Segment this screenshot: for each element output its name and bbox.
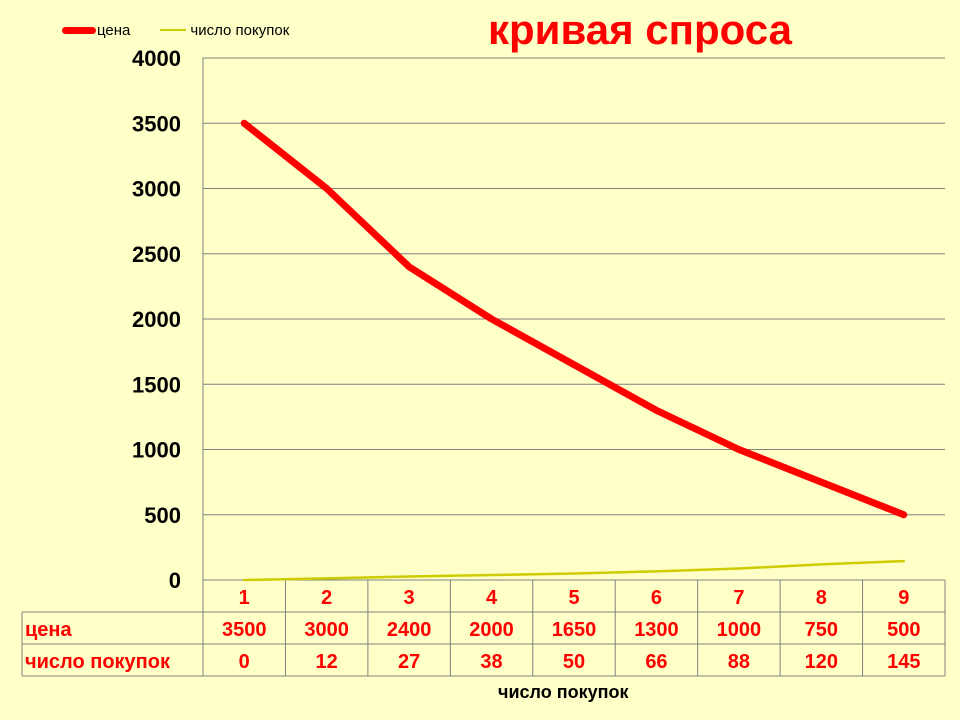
- data-label: 120: [805, 651, 838, 673]
- data-label: 38: [480, 651, 502, 673]
- x-tick-label: 5: [568, 587, 579, 609]
- x-axis-title: число покупок: [498, 682, 629, 702]
- x-tick-label: 2: [321, 587, 332, 609]
- table-row-label: число покупок: [25, 651, 171, 673]
- y-tick-label: 0: [169, 568, 181, 593]
- y-tick-label: 500: [144, 503, 181, 528]
- data-label: 2400: [387, 619, 432, 641]
- chart-title: кривая спроса: [488, 6, 793, 53]
- legend-swatch-price: [62, 26, 96, 34]
- data-label: 0: [239, 651, 250, 673]
- x-tick-label: 7: [733, 587, 744, 609]
- legend-item-count: число покупок: [160, 22, 289, 39]
- y-tick-label: 1000: [132, 438, 181, 463]
- data-label: 50: [563, 651, 585, 673]
- x-tick-label: 8: [816, 587, 827, 609]
- table-row-label: цена: [25, 619, 72, 641]
- x-tick-label: 9: [898, 587, 909, 609]
- legend-swatch-count: [160, 29, 187, 31]
- data-label: 66: [645, 651, 667, 673]
- legend-label-price: цена: [97, 21, 131, 39]
- y-tick-label: 3500: [132, 111, 181, 136]
- data-label: 145: [887, 651, 920, 673]
- legend: цена число покупок: [62, 20, 319, 40]
- data-label: 500: [887, 619, 920, 641]
- x-tick-label: 1: [239, 587, 250, 609]
- data-label: 1000: [717, 619, 762, 641]
- series-line-count: [242, 559, 906, 582]
- data-label: 1650: [552, 619, 597, 641]
- data-label: 12: [316, 651, 338, 673]
- legend-label-count: число покупок: [190, 21, 290, 39]
- y-tick-label: 3000: [132, 177, 181, 202]
- data-label: 1300: [634, 619, 679, 641]
- legend-item-price: цена: [62, 22, 130, 39]
- data-label: 2000: [469, 619, 514, 641]
- data-label: 750: [805, 619, 838, 641]
- y-tick-label: 2000: [132, 307, 181, 332]
- data-label: 3000: [304, 619, 349, 641]
- y-tick-label: 2500: [132, 242, 181, 267]
- x-tick-label: 3: [404, 587, 415, 609]
- series-line-price: [240, 119, 908, 519]
- y-tick-label: 4000: [132, 46, 181, 71]
- x-tick-label: 6: [651, 587, 662, 609]
- data-label: 3500: [222, 619, 267, 641]
- data-label: 88: [728, 651, 750, 673]
- data-label: 27: [398, 651, 420, 673]
- x-tick-label: 4: [486, 587, 498, 609]
- y-tick-label: 1500: [132, 372, 181, 397]
